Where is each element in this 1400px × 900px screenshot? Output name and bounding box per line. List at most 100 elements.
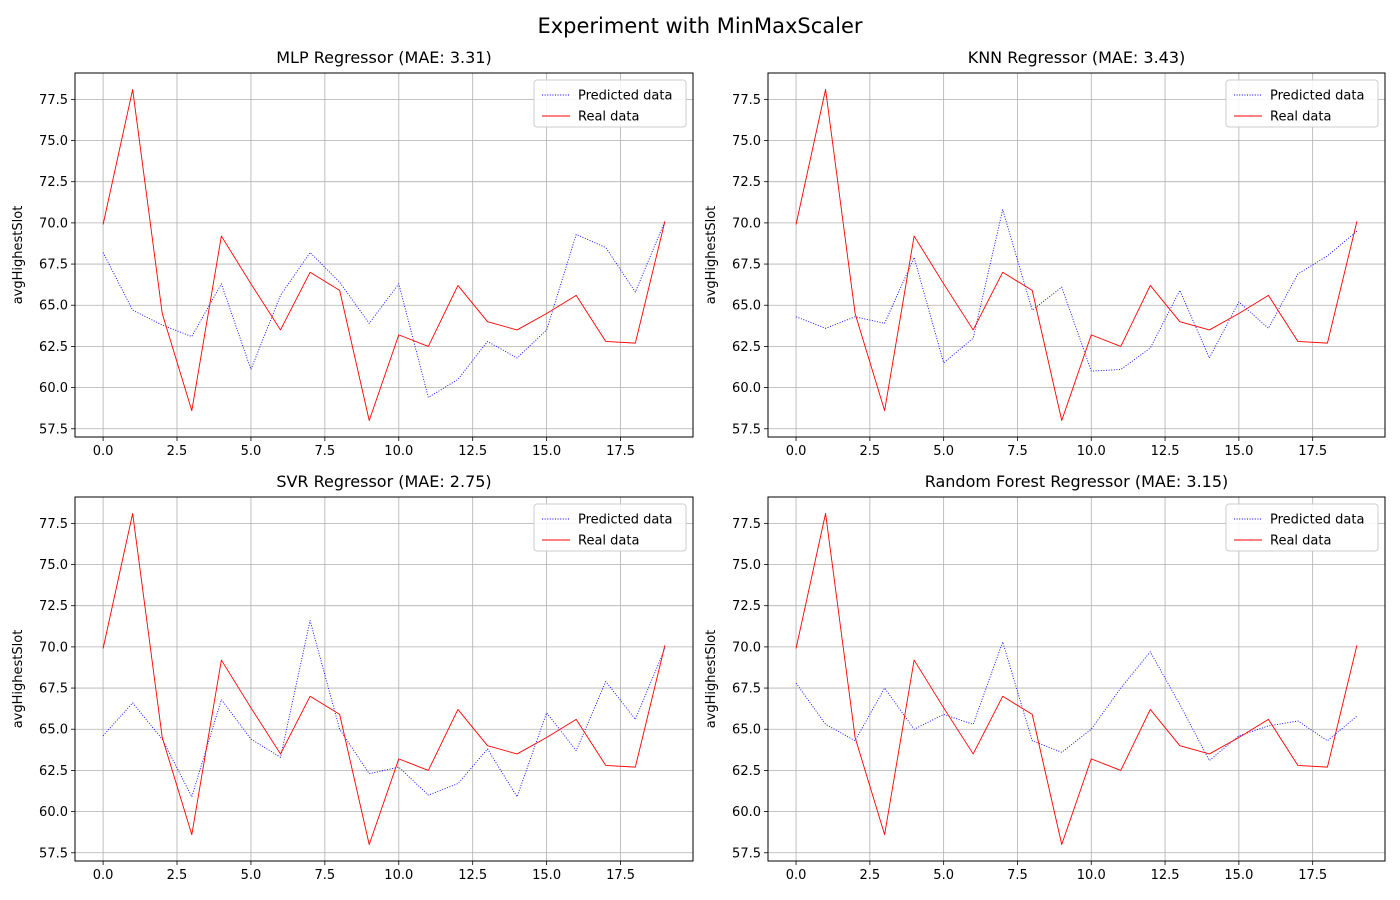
- y-axis-label: avgHighestSlot: [704, 206, 719, 305]
- series-line-real: [102, 513, 666, 845]
- y-tick-label: 67.5: [39, 682, 68, 697]
- series-line-predicted: [102, 221, 666, 398]
- legend: Predicted data Real data: [1225, 79, 1379, 128]
- legend-box: [533, 503, 687, 552]
- subplot-title: Random Forest Regressor (MAE: 3.15): [925, 472, 1229, 491]
- y-tick-label: 65.0: [732, 299, 761, 314]
- x-tick-label: 15.0: [532, 868, 561, 883]
- legend-label: Predicted data: [1270, 89, 1364, 104]
- y-tick-label: 70.0: [39, 216, 68, 231]
- y-tick-label: 65.0: [732, 723, 761, 738]
- x-tick-label: 2.5: [167, 444, 188, 459]
- y-tick-label: 57.5: [39, 422, 68, 437]
- legend-label: Real data: [1270, 110, 1331, 125]
- x-tick-label: 15.0: [532, 444, 561, 459]
- subplot-3: 0.0 2.5 5.0 7.5 10.0 12.5 15.0 17.5 57.5 60.0 62.5…: [11, 472, 694, 883]
- y-tick-label: 57.5: [39, 846, 68, 861]
- y-tick-label: 72.5: [39, 599, 68, 614]
- y-tick-label: 77.5: [732, 93, 761, 108]
- x-tick-label: 0.0: [93, 444, 114, 459]
- y-tick-label: 65.0: [39, 723, 68, 738]
- y-axis-label: avgHighestSlot: [11, 206, 26, 305]
- x-tick-label: 12.5: [1151, 444, 1180, 459]
- x-tick-label: 10.0: [1077, 444, 1106, 459]
- subplot-2: 0.0 2.5 5.0 7.5 10.0 12.5 15.0 17.5 57.5 60.0 62.5…: [704, 48, 1386, 459]
- y-tick-label: 62.5: [39, 764, 68, 779]
- y-axis-label: avgHighestSlot: [11, 630, 26, 729]
- y-tick-label: 57.5: [732, 846, 761, 861]
- y-axis-label: avgHighestSlot: [704, 630, 719, 729]
- x-tick-label: 7.5: [1007, 868, 1028, 883]
- y-tick-label: 60.0: [732, 381, 761, 396]
- subplot-title: KNN Regressor (MAE: 3.43): [968, 48, 1186, 67]
- x-tick-label: 15.0: [1224, 444, 1253, 459]
- figure-title: Experiment with MinMaxScaler: [537, 14, 863, 38]
- x-tick-label: 2.5: [860, 868, 881, 883]
- legend: Predicted data Real data: [1225, 503, 1379, 552]
- x-tick-label: 17.5: [606, 444, 635, 459]
- x-tick-label: 2.5: [167, 868, 188, 883]
- x-tick-label: 12.5: [458, 868, 487, 883]
- legend: Predicted data Real data: [533, 503, 687, 552]
- legend-label: Predicted data: [578, 513, 672, 528]
- y-tick-label: 67.5: [39, 258, 68, 273]
- x-tick-label: 0.0: [93, 868, 114, 883]
- y-tick-label: 67.5: [732, 682, 761, 697]
- x-tick-label: 17.5: [1298, 444, 1327, 459]
- y-tick-label: 70.0: [39, 640, 68, 655]
- x-tick-label: 5.0: [933, 444, 954, 459]
- x-tick-label: 10.0: [384, 868, 413, 883]
- y-tick-label: 57.5: [732, 422, 761, 437]
- x-tick-label: 0.0: [786, 868, 807, 883]
- series-line-predicted: [795, 641, 1358, 761]
- x-tick-label: 5.0: [933, 868, 954, 883]
- x-tick-label: 5.0: [241, 868, 262, 883]
- legend: Predicted data Real data: [533, 79, 687, 128]
- x-tick-label: 7.5: [315, 444, 336, 459]
- series-line-real: [795, 513, 1358, 845]
- legend-label: Real data: [578, 534, 639, 549]
- axes-frame: [74, 496, 694, 862]
- legend-label: Real data: [578, 110, 639, 125]
- legend-box: [1225, 503, 1379, 552]
- y-tick-label: 65.0: [39, 299, 68, 314]
- y-tick-label: 75.0: [39, 134, 68, 149]
- y-tick-label: 70.0: [732, 640, 761, 655]
- series-line-real: [795, 89, 1358, 421]
- y-tick-label: 62.5: [732, 340, 761, 355]
- y-tick-label: 77.5: [732, 517, 761, 532]
- y-tick-label: 77.5: [39, 517, 68, 532]
- subplot-title: SVR Regressor (MAE: 2.75): [276, 472, 491, 491]
- subplot-1: 0.0 2.5 5.0 7.5 10.0 12.5 15.0 17.5 57.5 60.0 62.5…: [11, 48, 694, 459]
- x-tick-label: 15.0: [1224, 868, 1253, 883]
- axes-frame: [74, 72, 694, 438]
- x-tick-label: 5.0: [241, 444, 262, 459]
- x-tick-label: 10.0: [384, 444, 413, 459]
- x-tick-label: 7.5: [1007, 444, 1028, 459]
- legend-box: [1225, 79, 1379, 128]
- axes-frame: [767, 72, 1386, 438]
- subplot-title: MLP Regressor (MAE: 3.31): [276, 48, 492, 67]
- legend-box: [533, 79, 687, 128]
- series-line-predicted: [795, 209, 1358, 372]
- y-tick-label: 60.0: [39, 805, 68, 820]
- y-tick-label: 75.0: [39, 558, 68, 573]
- y-tick-label: 72.5: [732, 599, 761, 614]
- y-tick-label: 75.0: [732, 134, 761, 149]
- x-tick-label: 12.5: [458, 444, 487, 459]
- y-tick-label: 77.5: [39, 93, 68, 108]
- legend-label: Predicted data: [578, 89, 672, 104]
- legend-label: Real data: [1270, 534, 1331, 549]
- series-line-real: [102, 89, 666, 421]
- y-tick-label: 60.0: [39, 381, 68, 396]
- y-tick-label: 62.5: [732, 764, 761, 779]
- x-tick-label: 2.5: [860, 444, 881, 459]
- series-line-predicted: [102, 620, 666, 798]
- y-tick-label: 72.5: [39, 175, 68, 190]
- x-tick-label: 12.5: [1151, 868, 1180, 883]
- x-tick-label: 17.5: [606, 868, 635, 883]
- x-tick-label: 0.0: [786, 444, 807, 459]
- y-tick-label: 62.5: [39, 340, 68, 355]
